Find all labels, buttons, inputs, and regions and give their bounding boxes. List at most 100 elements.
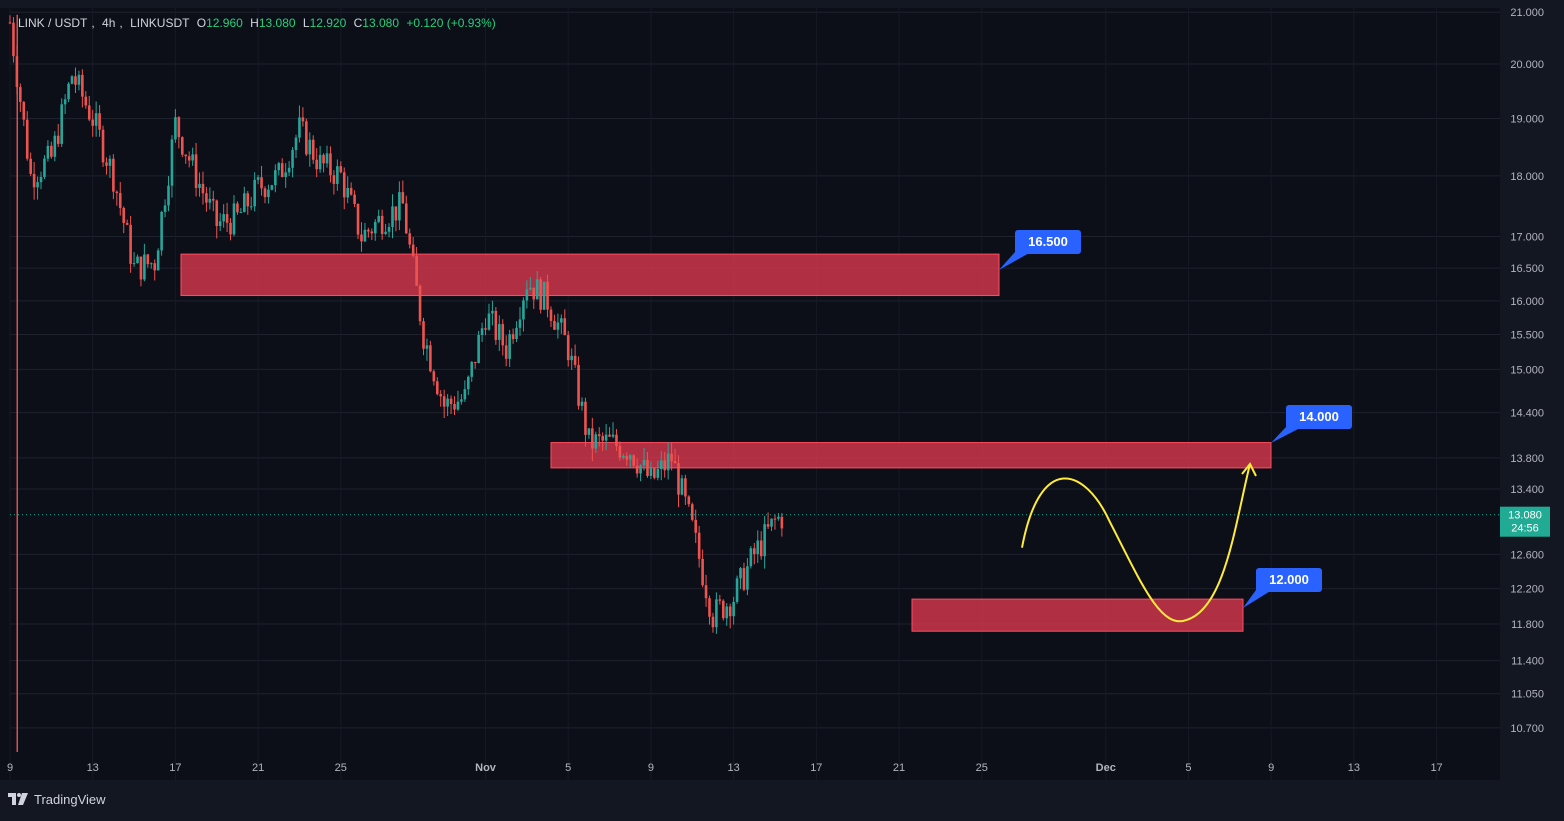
candle-body: [201, 183, 205, 194]
candle-body: [253, 179, 256, 207]
candle-body: [742, 568, 746, 590]
candle-body: [529, 287, 532, 290]
candle-body: [91, 119, 94, 126]
candle-body: [81, 74, 84, 97]
candle-body: [325, 153, 329, 164]
candle-body: [184, 154, 188, 157]
candle-body: [222, 214, 225, 222]
candle-body: [735, 578, 739, 602]
candle-body: [756, 540, 760, 555]
candle-body: [429, 345, 432, 372]
legend-interval[interactable]: 4h: [102, 16, 116, 30]
candle-body: [715, 599, 718, 628]
candle-body: [404, 203, 408, 234]
callout-label-text: 16.500: [1028, 234, 1068, 249]
candle-body: [639, 465, 642, 474]
candle-body: [342, 172, 346, 198]
candle-body: [63, 99, 67, 105]
candle-body: [132, 263, 136, 265]
price-tick-label: 12.200: [1510, 584, 1544, 596]
candle-body: [167, 185, 170, 206]
change-value: +0.120 (+0.93%): [406, 16, 496, 30]
candle-body: [294, 137, 298, 151]
candle-body: [329, 153, 332, 176]
candle-body: [8, 22, 12, 24]
candle-body: [94, 113, 98, 126]
candle-body: [480, 328, 484, 335]
candle-body: [484, 328, 487, 330]
candle-body: [60, 104, 63, 144]
candle-body: [649, 468, 653, 476]
price-tick-label: 14.400: [1510, 408, 1544, 420]
candle-body: [604, 434, 608, 441]
candle-body: [518, 319, 522, 328]
candle-body: [587, 428, 591, 435]
candle-body: [194, 154, 198, 188]
candle-body: [525, 289, 529, 301]
price-tick-label: 11.800: [1511, 619, 1544, 631]
callout-pointer: [1271, 427, 1302, 443]
candle-body: [522, 300, 525, 320]
candle-body: [628, 455, 632, 460]
time-tick-label: 21: [893, 762, 905, 774]
candle-body: [463, 389, 467, 400]
candle-body: [363, 229, 367, 242]
candle-body: [491, 310, 494, 314]
candle-body: [601, 436, 604, 441]
candle-body: [311, 139, 315, 160]
candle-body: [498, 324, 501, 340]
candle-body: [349, 187, 353, 195]
candle-body: [422, 321, 425, 349]
candle-body: [618, 446, 622, 458]
time-axis-background: [0, 780, 1564, 816]
candle-body: [753, 548, 756, 555]
candle-body: [122, 208, 126, 223]
candle-body: [708, 598, 711, 617]
candle-body: [732, 601, 735, 617]
candle-body: [591, 428, 594, 449]
time-tick-label: 5: [1185, 762, 1191, 774]
low-value: 12.920: [309, 16, 347, 30]
zone-labels: 16.500 14.000 12.000: [999, 230, 1352, 608]
candle-body: [39, 176, 43, 183]
candle-body: [415, 255, 418, 286]
candle-body: [246, 193, 250, 207]
candle-body: [677, 463, 680, 495]
candle-body: [515, 327, 518, 340]
open-label: O: [196, 16, 207, 30]
tradingview-branding[interactable]: TradingView: [8, 788, 106, 810]
candle-body: [74, 76, 77, 85]
candle-body: [560, 318, 563, 323]
candle-body: [249, 206, 253, 208]
candle-body: [284, 172, 287, 177]
candle-body: [494, 310, 498, 340]
candle-body: [425, 345, 429, 349]
price-tick-label: 15.000: [1510, 364, 1544, 376]
candle-body: [725, 606, 729, 619]
price-tick-label: 15.500: [1510, 330, 1544, 342]
candle-body: [656, 469, 660, 478]
callout-label-box: [1015, 230, 1081, 254]
candle-body: [532, 287, 536, 300]
candle-body: [318, 154, 322, 170]
candle-body: [704, 585, 708, 599]
legend-symbol[interactable]: LINK / USDT: [18, 16, 88, 30]
candle-body: [539, 279, 542, 310]
candle-body: [504, 345, 508, 359]
candle-body: [19, 87, 22, 102]
candle-body: [577, 364, 580, 406]
candle-body: [470, 361, 474, 377]
candle-body: [153, 263, 157, 271]
candle-body: [439, 394, 443, 397]
projection-arrow: [1021, 463, 1251, 623]
last-price-value: 13.080: [1508, 510, 1542, 522]
time-tick-label: 13: [1348, 762, 1360, 774]
candle-body: [180, 137, 184, 155]
time-tick-label: Dec: [1096, 762, 1116, 774]
time-tick-label: Nov: [475, 762, 497, 774]
candle-body: [218, 221, 222, 226]
candle-body: [277, 163, 281, 171]
candle-body: [308, 139, 312, 155]
